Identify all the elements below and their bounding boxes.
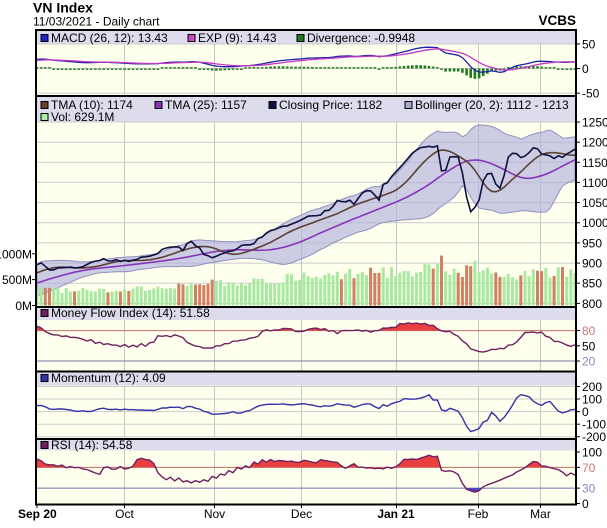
svg-text:Vol: 629.1M: Vol: 629.1M	[51, 110, 114, 124]
svg-text:MACD (26, 12): 13.43: MACD (26, 12): 13.43	[51, 31, 168, 45]
svg-text:500M: 500M	[2, 273, 32, 287]
svg-text:Divergence: -0.9948: Divergence: -0.9948	[307, 31, 415, 45]
svg-text:-100: -100	[582, 418, 606, 432]
svg-text:TMA (25): 1157: TMA (25): 1157	[165, 98, 247, 112]
svg-text:Oct: Oct	[115, 507, 134, 521]
svg-text:Momentum (12): 4.09: Momentum (12): 4.09	[51, 371, 166, 385]
svg-text:1150: 1150	[582, 156, 607, 170]
svg-text:50: 50	[582, 339, 596, 353]
svg-text:1000: 1000	[582, 216, 607, 230]
svg-text:VN Index: VN Index	[33, 0, 93, 16]
svg-text:RSI (14): 54.58: RSI (14): 54.58	[51, 438, 133, 452]
svg-text:850: 850	[582, 277, 602, 291]
svg-text:0: 0	[582, 405, 589, 419]
svg-text:0: 0	[582, 497, 589, 511]
svg-text:800: 800	[582, 297, 602, 311]
svg-text:Bollinger (20, 2): 1112 - 1213: Bollinger (20, 2): 1112 - 1213	[415, 98, 569, 112]
svg-text:70: 70	[582, 461, 596, 475]
svg-text:Sep 20: Sep 20	[18, 507, 57, 521]
svg-text:Nov: Nov	[204, 507, 225, 521]
svg-text:1050: 1050	[582, 196, 607, 210]
svg-text:950: 950	[582, 236, 602, 250]
svg-text:Dec: Dec	[291, 507, 312, 521]
svg-text:50: 50	[582, 37, 596, 51]
svg-text:0: 0	[582, 62, 589, 76]
svg-text:VCBS: VCBS	[538, 13, 576, 28]
svg-text:11/03/2021 - Daily chart: 11/03/2021 - Daily chart	[33, 15, 160, 29]
svg-text:Feb: Feb	[468, 507, 489, 521]
svg-text:30: 30	[582, 482, 596, 496]
svg-text:Money Flow Index (14): 51.58: Money Flow Index (14): 51.58	[51, 306, 210, 320]
svg-text:900: 900	[582, 257, 602, 271]
svg-text:1000M: 1000M	[0, 247, 32, 261]
svg-text:1250: 1250	[582, 116, 607, 130]
svg-text:0M: 0M	[15, 299, 32, 313]
svg-text:Closing Price: 1182: Closing Price: 1182	[279, 98, 382, 112]
svg-text:TMA (10): 1174: TMA (10): 1174	[51, 98, 133, 112]
svg-text:100: 100	[582, 446, 602, 460]
svg-text:20: 20	[582, 355, 596, 369]
svg-text:Mar: Mar	[530, 507, 551, 521]
svg-text:Jan 21: Jan 21	[377, 507, 415, 521]
svg-text:EXP (9): 14.43: EXP (9): 14.43	[198, 31, 277, 45]
svg-text:80: 80	[582, 324, 596, 338]
svg-text:200: 200	[582, 380, 602, 394]
svg-text:-50: -50	[582, 87, 600, 101]
svg-text:-200: -200	[582, 430, 606, 444]
svg-text:1100: 1100	[582, 176, 607, 190]
svg-text:1200: 1200	[582, 136, 607, 150]
svg-text:100: 100	[582, 393, 602, 407]
